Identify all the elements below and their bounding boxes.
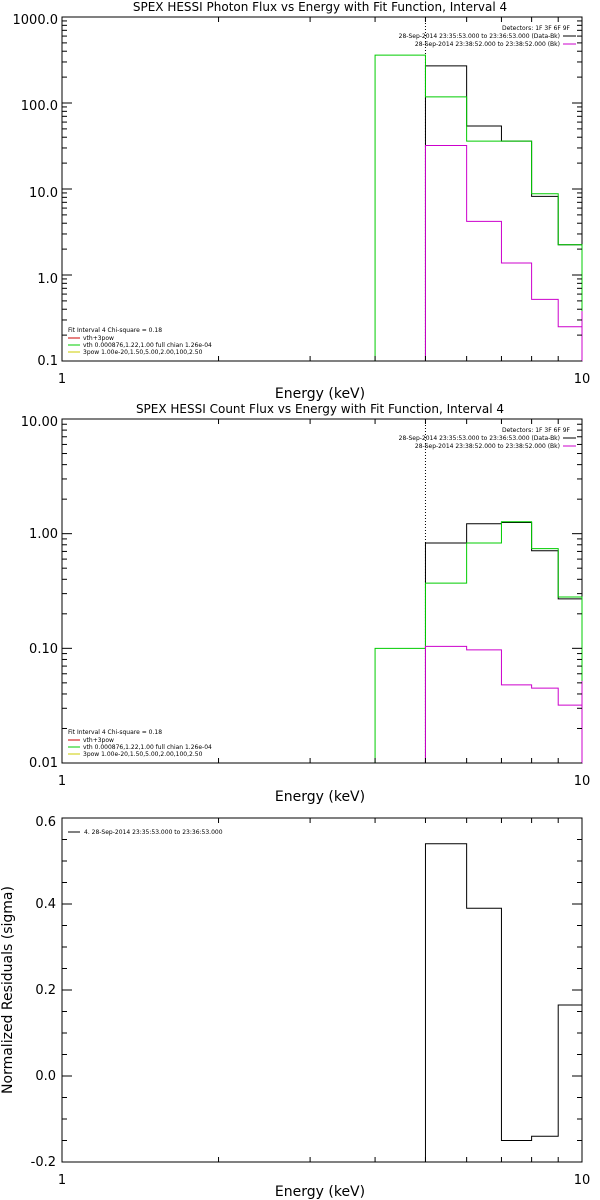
panel2-xtick-label: 10 xyxy=(574,774,591,789)
panel1-frame xyxy=(61,16,583,362)
panel3-ytick-label: 0.2 xyxy=(35,983,56,998)
panel2-detectors-text: Detectors: 1F 3F 6F 9F xyxy=(502,427,571,434)
series-0-step-line xyxy=(424,843,583,1162)
panel1-data-interval-text: 28-Sep-2014 23:35:53.000 to 23:36:53.000… xyxy=(399,33,560,40)
panel3-series xyxy=(424,843,583,1162)
residuals-panel: -0.2 0.0 0.2 0.4 0.6 1 10 Energy (keV) N… xyxy=(0,815,590,1200)
panel1-ytick-label: 10.0 xyxy=(29,186,58,201)
panel1-ticks xyxy=(61,17,582,362)
panel2-data-interval-text: 28-Sep-2014 23:35:53.000 to 23:36:53.000… xyxy=(399,435,560,442)
panel3-ticks xyxy=(61,817,582,1163)
panel3-ytick-label: 0.0 xyxy=(35,1069,56,1084)
count-flux-panel: SPEX HESSI Count Flux vs Energy with Fit… xyxy=(21,402,590,805)
photon-flux-panel: SPEX HESSI Photon Flux vs Energy with Fi… xyxy=(13,0,591,402)
panel1-xtick-label: 10 xyxy=(574,372,591,387)
panel2-bk-interval-text: 28-Sep-2014 23:38:52.000 to 23:38:52.000… xyxy=(415,443,560,450)
panel3-ytick-label: 0.4 xyxy=(35,897,56,912)
panel1-ytick-label: 1.0 xyxy=(37,272,58,287)
series-2-step-line xyxy=(424,645,583,763)
panel1-legend-label: vth+3pow xyxy=(83,335,114,342)
panel2-x-axis-label: Energy (keV) xyxy=(275,789,365,805)
panel2-xtick-label: 1 xyxy=(58,774,66,789)
panel2-title: SPEX HESSI Count Flux vs Energy with Fit… xyxy=(136,402,504,416)
panel2-legend-label: vth+3pow xyxy=(83,737,114,744)
series-1-step-line xyxy=(374,521,583,763)
panel3-ytick-label: -0.2 xyxy=(31,1155,56,1170)
panel3-ytick-label: 0.6 xyxy=(35,815,56,830)
panel1-detectors-text: Detectors: 1F 3F 6F 9F xyxy=(502,25,571,32)
panel3-legend-label: 4. 28-Sep-2014 23:35:53.000 to 23:36:53.… xyxy=(84,829,223,836)
panel1-x-axis-label: Energy (keV) xyxy=(275,386,365,402)
panel2-legend-label: vth 0.000876,1.22,1.00 full chian 1.26e-… xyxy=(83,744,212,751)
panel2-ytick-label: 10.00 xyxy=(21,415,58,430)
panel1-bk-interval-text: 28-Sep-2014 23:38:52.000 to 23:38:52.000… xyxy=(415,41,560,48)
panel3-x-axis-label: Energy (keV) xyxy=(275,1184,365,1200)
panel1-ytick-label: 0.1 xyxy=(37,354,58,369)
panel2-ytick-label: 0.10 xyxy=(29,642,58,657)
panel1-series xyxy=(374,17,583,361)
panel1-legend-label: 3pow 1.00e-20,1.50,5.00,2.00,100,2.50 xyxy=(83,349,203,356)
panel1-xtick-label: 1 xyxy=(58,372,66,387)
series-1-step-line xyxy=(374,54,583,361)
panel1-ytick-label: 100.0 xyxy=(21,99,58,114)
panel2-frame xyxy=(61,418,583,764)
panel2-legend-title: Fit Interval 4 Chi-square = 0.18 xyxy=(68,729,162,736)
panel2-legend-label: 3pow 1.00e-20,1.50,5.00,2.00,100,2.50 xyxy=(83,751,203,758)
panel1-ytick-label: 1000.0 xyxy=(13,13,59,28)
panel3-frame xyxy=(61,817,583,1163)
panel2-ytick-label: 1.00 xyxy=(29,527,58,542)
panel2-series xyxy=(374,419,583,763)
series-2-step-line xyxy=(424,145,583,361)
panel3-xtick-label: 1 xyxy=(58,1173,66,1188)
panel3-y-axis-label: Normalized Residuals (sigma) xyxy=(0,886,16,1094)
panel1-legend-label: vth 0.000876,1.22,1.00 full chian 1.26e-… xyxy=(83,342,212,349)
panel2-ytick-label: 0.01 xyxy=(29,756,58,771)
panel1-title: SPEX HESSI Photon Flux vs Energy with Fi… xyxy=(133,0,507,14)
panel1-legend-title: Fit Interval 4 Chi-square = 0.18 xyxy=(68,327,162,334)
panel2-ticks xyxy=(61,419,582,764)
panel3-xtick-label: 10 xyxy=(574,1173,591,1188)
